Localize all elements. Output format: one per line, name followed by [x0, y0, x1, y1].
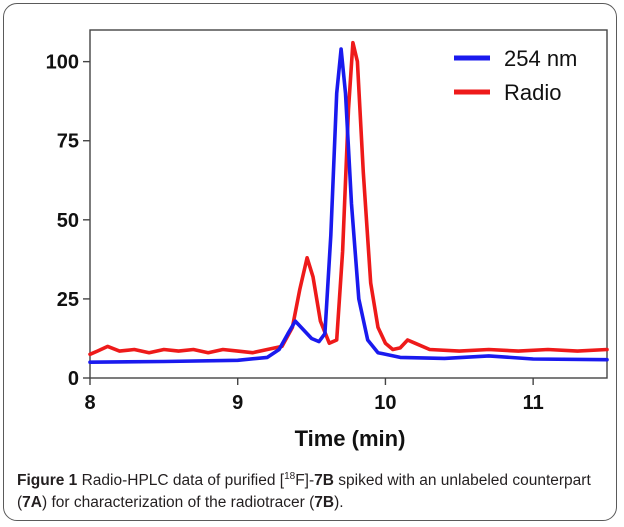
caption-text-5: ). [334, 494, 344, 511]
legend-label: Radio [504, 80, 561, 105]
x-tick-label: 11 [523, 392, 544, 414]
y-tick-label: 100 [46, 52, 79, 74]
caption-superscript: 18 [284, 471, 296, 482]
series-line-radio [88, 40, 609, 357]
x-tick-label: 9 [232, 392, 243, 414]
legend-label: 254 nm [504, 46, 577, 71]
caption-text-2: F]- [295, 472, 315, 489]
y-tick-label: 75 [57, 131, 79, 153]
y-tick-label: 25 [57, 289, 79, 311]
x-axis-label: Time (min) [295, 426, 406, 451]
caption-label: Figure 1 [17, 472, 78, 489]
caption-bold-3: 7B [314, 494, 335, 511]
chart-axes: 8 9 10 11 0 25 50 75 100 [46, 29, 608, 414]
y-tick-label: 50 [57, 210, 79, 232]
x-tick-label: 8 [84, 392, 95, 414]
caption-bold-2: 7A [22, 494, 42, 511]
caption-bold-1: 7B [314, 472, 334, 489]
series-line-254-nm [88, 47, 609, 364]
hplc-chart: 8 9 10 11 0 25 50 75 100 254 nm Radio Time (min) [46, 29, 609, 451]
figure-caption: Figure 1 Radio-HPLC data of purified [18… [17, 470, 617, 514]
y-tick-label: 0 [68, 368, 79, 390]
caption-text-1: Radio-HPLC data of purified [ [77, 472, 285, 489]
caption-text-3: spiked with an unlabeled counterpart ( [17, 472, 591, 511]
chart-legend: 254 nm Radio [454, 46, 577, 105]
x-tick-label: 10 [374, 392, 396, 414]
chart-series-layer [88, 40, 609, 364]
caption-text-4: ) for characterization of the radiotrace… [42, 494, 315, 511]
plot-area-border [89, 29, 608, 379]
